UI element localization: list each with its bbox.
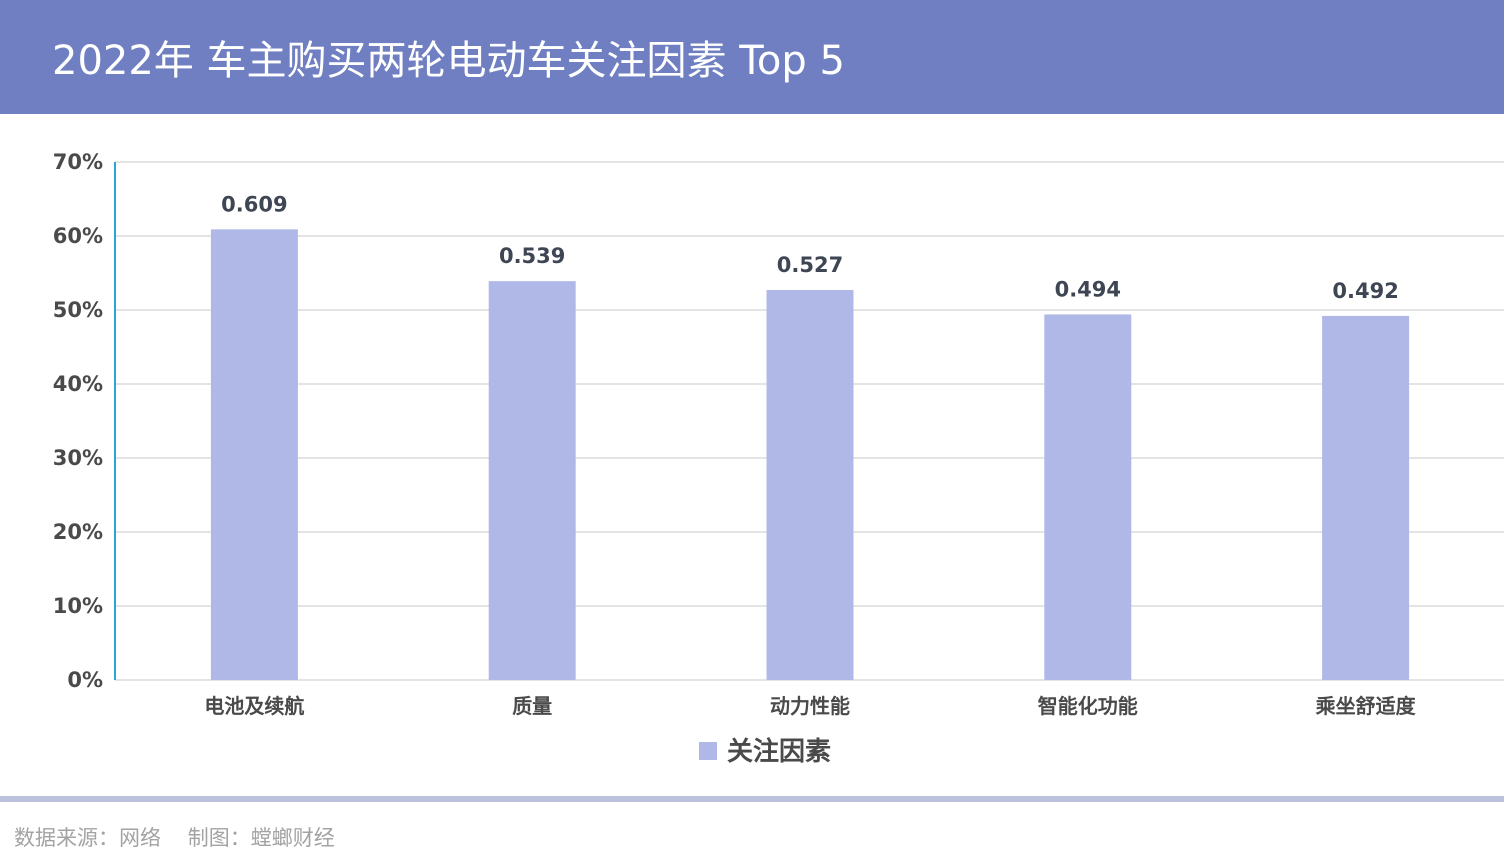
y-tick-label: 60% xyxy=(53,224,103,248)
x-category-label: 电池及续航 xyxy=(204,694,304,718)
y-tick-label: 30% xyxy=(53,446,103,470)
x-category-label: 智能化功能 xyxy=(1038,694,1138,718)
bar xyxy=(488,281,576,680)
source-note: 数据来源：网络 制图：螳螂财经 xyxy=(14,826,335,850)
x-category-label: 动力性能 xyxy=(770,694,850,718)
legend-label: 关注因素 xyxy=(727,736,831,767)
bar xyxy=(1322,315,1410,680)
y-tick-label: 0% xyxy=(67,668,103,692)
bar-chart: 0% 10% 20% 30% 40% 50% 60% 70% 0.609 电池及续航 0.539 质量… xyxy=(53,150,1504,767)
chart-title: 2022年 车主购买两轮电动车关注因素 Top 5 xyxy=(52,38,845,84)
legend-swatch xyxy=(699,742,717,760)
bar xyxy=(210,229,298,680)
header-banner: 2022年 车主购买两轮电动车关注因素 Top 5 xyxy=(0,0,1504,114)
x-category-label: 乘坐舒适度 xyxy=(1315,694,1417,718)
y-tick-label: 50% xyxy=(53,298,103,322)
data-label: 0.494 xyxy=(1055,277,1121,301)
footer-divider xyxy=(0,796,1504,802)
data-label: 0.539 xyxy=(499,244,565,268)
x-category-label: 质量 xyxy=(512,694,552,718)
data-label: 0.527 xyxy=(777,253,843,277)
y-tick-label: 20% xyxy=(53,520,103,544)
data-label: 0.492 xyxy=(1332,279,1398,303)
data-label: 0.609 xyxy=(221,192,287,216)
y-tick-label: 10% xyxy=(53,594,103,618)
y-tick-label: 40% xyxy=(53,372,103,396)
bar xyxy=(1044,314,1132,680)
bar xyxy=(766,290,854,680)
y-tick-label: 70% xyxy=(53,150,103,174)
